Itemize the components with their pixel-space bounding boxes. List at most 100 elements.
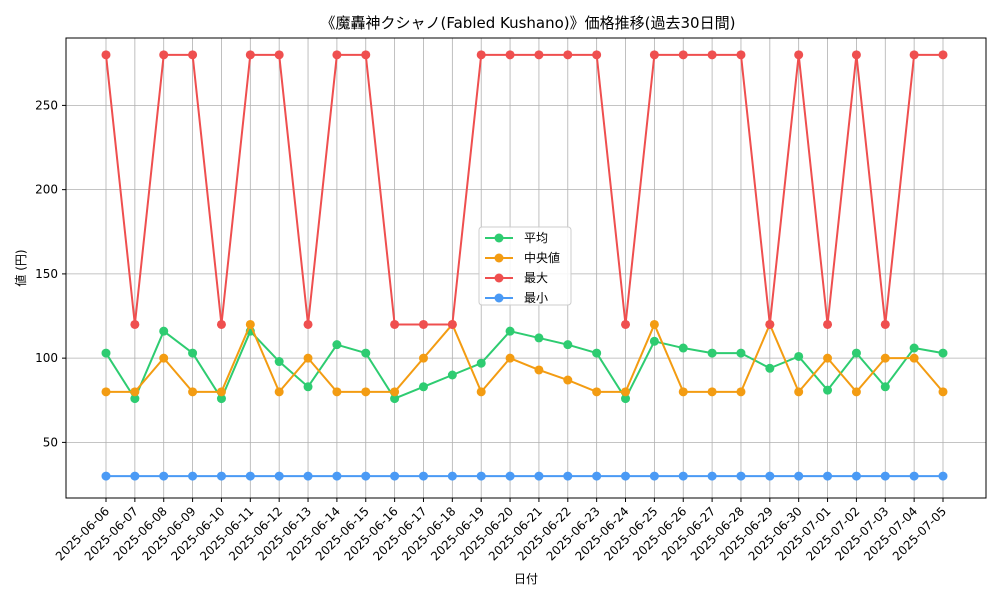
- data-point: [418, 319, 428, 329]
- data-point: [938, 387, 948, 397]
- data-point: [707, 471, 717, 481]
- data-point: [101, 348, 111, 358]
- data-point: [476, 387, 486, 397]
- data-point: [274, 357, 284, 367]
- data-point: [505, 326, 515, 336]
- y-tick-label: 50: [43, 435, 58, 449]
- data-point: [880, 353, 890, 363]
- data-point: [361, 50, 371, 60]
- data-point: [505, 50, 515, 60]
- data-point: [332, 50, 342, 60]
- data-point: [563, 340, 573, 350]
- data-point: [736, 348, 746, 358]
- data-point: [794, 50, 804, 60]
- data-point: [274, 387, 284, 397]
- data-point: [101, 471, 111, 481]
- x-axis-label: 日付: [514, 572, 538, 586]
- series-line: [105, 53, 943, 326]
- data-point: [476, 358, 486, 368]
- data-point: [736, 50, 746, 60]
- data-point: [563, 375, 573, 385]
- data-point: [909, 471, 919, 481]
- data-point: [245, 50, 255, 60]
- data-point: [361, 387, 371, 397]
- series-layer: [101, 50, 948, 481]
- data-point: [736, 471, 746, 481]
- data-point: [823, 319, 833, 329]
- data-point: [332, 387, 342, 397]
- legend-label: 平均: [524, 231, 548, 245]
- data-point: [823, 353, 833, 363]
- series-3: [101, 471, 948, 481]
- y-axis: 50 100 150 200 250: [35, 98, 66, 449]
- data-point: [794, 387, 804, 397]
- data-point: [621, 394, 631, 404]
- data-point: [534, 50, 544, 60]
- chart-title: 《魔轟神クシャノ(Fabled Kushano)》価格推移(過去30日間): [321, 14, 736, 32]
- data-point: [303, 319, 313, 329]
- plot-area-frame: [65, 37, 987, 499]
- data-point: [938, 348, 948, 358]
- legend-marker: [494, 293, 504, 303]
- data-point: [418, 382, 428, 392]
- legend-marker: [494, 233, 504, 243]
- data-point: [534, 333, 544, 343]
- data-point: [909, 353, 919, 363]
- data-point: [390, 394, 400, 404]
- data-point: [909, 343, 919, 353]
- data-point: [534, 471, 544, 481]
- data-point: [390, 471, 400, 481]
- data-point: [851, 50, 861, 60]
- data-point: [274, 50, 284, 60]
- legend-label: 最大: [524, 271, 548, 285]
- data-point: [505, 353, 515, 363]
- data-point: [216, 394, 226, 404]
- data-point: [851, 471, 861, 481]
- series-line: [106, 323, 944, 393]
- data-point: [880, 382, 890, 392]
- data-point: [159, 326, 169, 336]
- legend-marker: [494, 253, 504, 263]
- data-point: [303, 471, 313, 481]
- data-point: [447, 370, 457, 380]
- data-point: [534, 365, 544, 375]
- y-tick-label: 250: [35, 98, 58, 112]
- data-point: [159, 353, 169, 363]
- data-point: [707, 387, 717, 397]
- legend-marker: [494, 273, 504, 283]
- data-point: [274, 471, 284, 481]
- y-tick-label: 200: [35, 183, 58, 197]
- data-point: [649, 319, 659, 329]
- data-point: [188, 348, 198, 358]
- y-tick-label: 150: [35, 267, 58, 281]
- data-point: [880, 471, 890, 481]
- data-point: [823, 385, 833, 395]
- data-point: [678, 343, 688, 353]
- data-point: [447, 471, 457, 481]
- data-point: [678, 387, 688, 397]
- data-point: [476, 471, 486, 481]
- data-point: [794, 471, 804, 481]
- data-point: [649, 336, 659, 346]
- legend-label: 中央値: [524, 250, 560, 265]
- data-point: [245, 319, 255, 329]
- data-point: [390, 319, 400, 329]
- data-point: [621, 471, 631, 481]
- data-point: [159, 471, 169, 481]
- data-point: [505, 471, 515, 481]
- grid: [66, 38, 986, 498]
- data-point: [592, 50, 602, 60]
- data-point: [851, 387, 861, 397]
- data-point: [101, 50, 111, 60]
- data-point: [880, 319, 890, 329]
- data-point: [130, 394, 140, 404]
- x-axis: 2025-06-062025-06-072025-06-082025-06-09…: [53, 498, 949, 563]
- y-axis-label: 値 (円): [13, 249, 28, 286]
- data-point: [332, 471, 342, 481]
- data-point: [130, 471, 140, 481]
- data-point: [476, 50, 486, 60]
- data-point: [938, 471, 948, 481]
- data-point: [765, 471, 775, 481]
